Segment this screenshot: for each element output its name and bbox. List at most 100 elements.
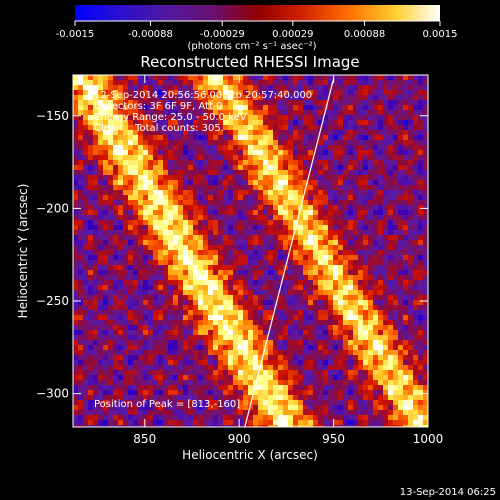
heatmap-cell <box>333 75 338 80</box>
heatmap-cell <box>198 250 203 255</box>
heatmap-cell <box>73 405 78 410</box>
heatmap-cell <box>353 110 358 115</box>
heatmap-cell <box>358 280 363 285</box>
heatmap-cell <box>153 350 158 355</box>
heatmap-cell <box>423 375 428 380</box>
heatmap-cell <box>158 385 163 390</box>
heatmap-cell <box>353 140 358 145</box>
heatmap-cell <box>228 115 233 120</box>
heatmap-cell <box>268 270 273 275</box>
heatmap-cell <box>363 325 368 330</box>
heatmap-cell <box>98 195 103 200</box>
heatmap-cell <box>383 310 388 315</box>
heatmap-cell <box>138 120 143 125</box>
heatmap-cell <box>148 180 153 185</box>
heatmap-cell <box>218 140 223 145</box>
heatmap-cell <box>323 145 328 150</box>
heatmap-cell <box>128 195 133 200</box>
heatmap-cell <box>318 285 323 290</box>
heatmap-cell <box>253 245 258 250</box>
heatmap-cell <box>418 255 423 260</box>
heatmap-cell <box>393 170 398 175</box>
heatmap-cell <box>83 205 88 210</box>
heatmap-cell <box>363 90 368 95</box>
heatmap-cell <box>98 130 103 135</box>
heatmap-cell <box>313 350 318 355</box>
heatmap-cell <box>188 165 193 170</box>
heatmap-cell <box>93 315 98 320</box>
heatmap-cell <box>143 155 148 160</box>
heatmap-cell <box>358 325 363 330</box>
heatmap-cell <box>203 160 208 165</box>
heatmap-cell <box>353 320 358 325</box>
heatmap-cell <box>113 350 118 355</box>
heatmap-cell <box>198 345 203 350</box>
heatmap-cell <box>128 295 133 300</box>
heatmap-cell <box>208 170 213 175</box>
heatmap-cell <box>218 135 223 140</box>
heatmap-cell <box>303 255 308 260</box>
heatmap-cell <box>303 300 308 305</box>
heatmap-cell <box>188 375 193 380</box>
heatmap-cell <box>258 135 263 140</box>
heatmap-cell <box>383 220 388 225</box>
heatmap-cell <box>233 170 238 175</box>
heatmap-cell <box>233 155 238 160</box>
heatmap-cell <box>278 325 283 330</box>
heatmap-cell <box>233 370 238 375</box>
heatmap-cell <box>403 275 408 280</box>
heatmap-cell <box>388 405 393 410</box>
heatmap-cell <box>368 120 373 125</box>
heatmap-cell <box>393 105 398 110</box>
heatmap-cell <box>228 210 233 215</box>
heatmap-cell <box>73 185 78 190</box>
heatmap-cell <box>273 130 278 135</box>
heatmap-cell <box>368 260 373 265</box>
heatmap-cell <box>368 380 373 385</box>
heatmap-cell <box>183 150 188 155</box>
heatmap-cell <box>313 110 318 115</box>
heatmap-cell <box>368 195 373 200</box>
heatmap-cell <box>338 375 343 380</box>
heatmap-cell <box>98 335 103 340</box>
heatmap-cell <box>293 320 298 325</box>
heatmap-cell <box>358 140 363 145</box>
heatmap-cell <box>208 360 213 365</box>
heatmap-cell <box>413 370 418 375</box>
heatmap-cell <box>343 265 348 270</box>
heatmap-cell <box>338 220 343 225</box>
heatmap-cell <box>148 385 153 390</box>
heatmap-cell <box>343 420 348 425</box>
heatmap-cell <box>298 150 303 155</box>
heatmap-cell <box>378 100 383 105</box>
heatmap-cell <box>408 400 413 405</box>
heatmap-cell <box>358 400 363 405</box>
heatmap-cell <box>263 305 268 310</box>
heatmap-cell <box>383 285 388 290</box>
heatmap-cell <box>198 220 203 225</box>
heatmap-cell <box>183 230 188 235</box>
heatmap-cell <box>238 315 243 320</box>
heatmap-cell <box>253 255 258 260</box>
heatmap-cell <box>398 240 403 245</box>
heatmap-cell <box>333 120 338 125</box>
heatmap-cell <box>143 100 148 105</box>
heatmap-cell <box>208 410 213 415</box>
heatmap-cell <box>423 285 428 290</box>
heatmap-cell <box>383 360 388 365</box>
heatmap-cell <box>298 115 303 120</box>
heatmap-cell <box>328 160 333 165</box>
heatmap-cell <box>218 325 223 330</box>
heatmap-cell <box>163 185 168 190</box>
heatmap-cell <box>333 360 338 365</box>
heatmap-cell <box>333 365 338 370</box>
heatmap-cell <box>248 345 253 350</box>
heatmap-cell <box>338 400 343 405</box>
heatmap-cell <box>268 95 273 100</box>
heatmap-cell <box>423 75 428 80</box>
heatmap-cell <box>233 215 238 220</box>
heatmap-cell <box>298 120 303 125</box>
heatmap-cell <box>348 185 353 190</box>
heatmap-cell <box>228 405 233 410</box>
heatmap-cell <box>78 125 83 130</box>
